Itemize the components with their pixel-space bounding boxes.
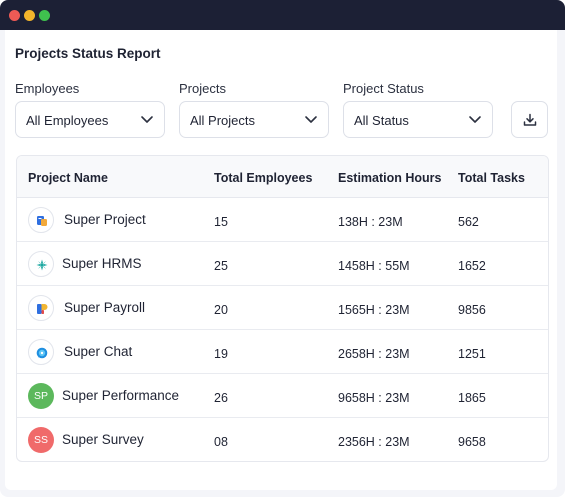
status-filter-label: Project Status — [343, 81, 424, 96]
total-tasks: 562 — [458, 215, 479, 229]
estimation-hours: 1458H : 55M — [338, 259, 410, 273]
download-button[interactable] — [511, 101, 548, 138]
close-window-button[interactable] — [9, 10, 20, 21]
total-employees: 08 — [214, 435, 228, 449]
estimation-hours: 138H : 23M — [338, 215, 403, 229]
table-row[interactable]: Super HRMS 25 1458H : 55M 1652 — [17, 242, 548, 286]
maximize-window-button[interactable] — [39, 10, 50, 21]
total-employees: 19 — [214, 347, 228, 361]
estimation-hours: 1565H : 23M — [338, 303, 410, 317]
avatar: SS — [28, 427, 54, 453]
table-row[interactable]: SS Super Survey 08 2356H : 23M 9658 — [17, 418, 548, 461]
table-row[interactable]: SP Super Performance 26 9658H : 23M 1865 — [17, 374, 548, 418]
total-tasks: 1652 — [458, 259, 486, 273]
super-hrms-logo-icon — [28, 251, 54, 277]
project-name: Super Survey — [62, 432, 144, 447]
project-name: Super Payroll — [64, 300, 146, 315]
status-select[interactable]: All Status — [343, 101, 493, 138]
total-tasks: 9658 — [458, 435, 486, 449]
total-employees: 26 — [214, 391, 228, 405]
window-titlebar — [0, 0, 565, 30]
employees-filter-label: Employees — [15, 81, 80, 96]
column-header-estimation-hours: Estimation Hours — [338, 171, 442, 185]
project-name: Super HRMS — [62, 256, 142, 271]
column-header-total-tasks: Total Tasks — [458, 171, 525, 185]
estimation-hours: 2356H : 23M — [338, 435, 410, 449]
project-name: Super Chat — [64, 344, 133, 359]
status-select-value: All Status — [354, 113, 409, 128]
chevron-down-icon — [305, 116, 317, 123]
download-icon — [523, 113, 537, 126]
total-employees: 20 — [214, 303, 228, 317]
employees-select-value: All Employees — [26, 113, 109, 128]
super-payroll-logo-icon — [28, 295, 54, 321]
total-employees: 15 — [214, 215, 228, 229]
project-name: Super Performance — [62, 388, 180, 403]
total-tasks: 9856 — [458, 303, 486, 317]
column-header-project-name: Project Name — [28, 171, 108, 185]
employees-select[interactable]: All Employees — [15, 101, 165, 138]
projects-select-value: All Projects — [190, 113, 256, 128]
avatar: SP — [28, 383, 54, 409]
project-name: Super Project — [64, 212, 146, 227]
estimation-hours: 9658H : 23M — [338, 391, 410, 405]
projects-select[interactable]: All Projects — [179, 101, 329, 138]
table-row[interactable]: Super Chat 19 2658H : 23M 1251 — [17, 330, 548, 374]
total-employees: 25 — [214, 259, 228, 273]
total-tasks: 1865 — [458, 391, 486, 405]
estimation-hours: 2658H : 23M — [338, 347, 410, 361]
table-row[interactable]: Super Project 15 138H : 23M 562 — [17, 198, 548, 242]
page-title: Projects Status Report — [15, 46, 161, 61]
table-header: Project Name Total Employees Estimation … — [17, 156, 548, 198]
report-card: Projects Status Report Employees All Emp… — [5, 30, 557, 490]
column-header-total-employees: Total Employees — [214, 171, 313, 185]
super-project-logo-icon — [28, 207, 54, 233]
super-chat-logo-icon — [28, 339, 54, 365]
minimize-window-button[interactable] — [24, 10, 35, 21]
projects-table: Project Name Total Employees Estimation … — [16, 155, 549, 462]
total-tasks: 1251 — [458, 347, 486, 361]
chevron-down-icon — [141, 116, 153, 123]
chevron-down-icon — [469, 116, 481, 123]
projects-filter-label: Projects — [179, 81, 226, 96]
table-row[interactable]: Super Payroll 20 1565H : 23M 9856 — [17, 286, 548, 330]
